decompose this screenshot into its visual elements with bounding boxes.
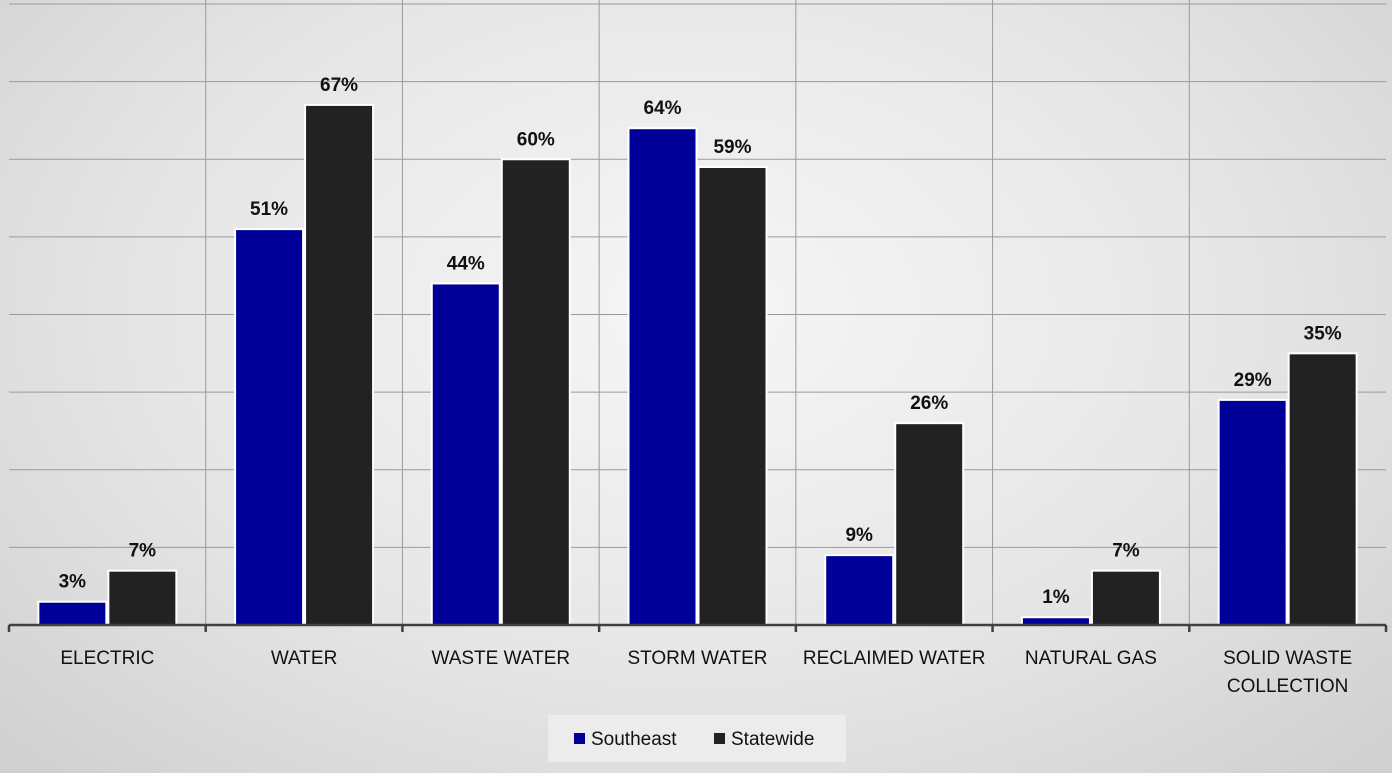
data-label-southeast-1: 51% bbox=[250, 199, 288, 220]
bar-southeast-0 bbox=[37, 600, 108, 627]
category-labels: ELECTRIC WATER WASTE WATER STORM WATER RECLA… bbox=[60, 648, 1352, 697]
bar-statewide-3 bbox=[697, 166, 768, 626]
category-label-2: WASTE WATER bbox=[431, 648, 570, 669]
data-label-southeast-4: 9% bbox=[845, 525, 873, 546]
bar-statewide-6 bbox=[1287, 352, 1358, 626]
data-label-statewide-2: 60% bbox=[517, 129, 555, 150]
data-label-southeast-2: 44% bbox=[447, 253, 485, 274]
data-label-statewide-1: 67% bbox=[320, 75, 358, 96]
legend-label-southeast: Southeast bbox=[591, 729, 677, 750]
legend-swatch-southeast bbox=[574, 733, 585, 744]
category-label-0: ELECTRIC bbox=[60, 648, 154, 669]
legend-box bbox=[548, 715, 846, 762]
bars bbox=[37, 103, 1358, 627]
category-label-6: SOLID WASTE COLLECTION bbox=[1223, 648, 1352, 697]
category-label-3: STORM WATER bbox=[627, 648, 767, 669]
bar-statewide-5 bbox=[1090, 569, 1161, 626]
data-label-southeast-6: 29% bbox=[1234, 370, 1272, 391]
legend-label-statewide: Statewide bbox=[731, 729, 814, 750]
category-label-5: NATURAL GAS bbox=[1025, 648, 1157, 669]
bar-statewide-4 bbox=[894, 422, 965, 626]
data-label-statewide-6: 35% bbox=[1304, 323, 1342, 344]
legend: Southeast Statewide bbox=[548, 715, 846, 762]
bar-statewide-2 bbox=[500, 158, 571, 626]
bar-southeast-3 bbox=[627, 127, 698, 626]
data-labels: 3% 51% 44% 64% 9% 1% 29% 7% 67% 60% 59% 26% 7% 35% bbox=[59, 75, 1342, 608]
bar-statewide-0 bbox=[107, 569, 178, 626]
data-label-southeast-3: 64% bbox=[643, 98, 681, 119]
data-label-statewide-4: 26% bbox=[910, 393, 948, 414]
data-label-southeast-5: 1% bbox=[1042, 587, 1070, 608]
category-label-4: RECLAIMED WATER bbox=[803, 648, 986, 669]
data-label-statewide-0: 7% bbox=[129, 541, 157, 562]
x-axis bbox=[7, 623, 1388, 632]
data-label-southeast-0: 3% bbox=[59, 572, 87, 593]
bar-southeast-4 bbox=[824, 554, 895, 627]
data-label-statewide-5: 7% bbox=[1112, 541, 1140, 562]
legend-swatch-statewide bbox=[714, 733, 725, 744]
bar-southeast-2 bbox=[430, 282, 501, 626]
data-label-statewide-3: 59% bbox=[713, 137, 751, 158]
bar-southeast-1 bbox=[234, 228, 305, 627]
bar-southeast-6 bbox=[1217, 398, 1288, 627]
category-label-1: WATER bbox=[271, 648, 338, 669]
bar-statewide-1 bbox=[304, 103, 375, 627]
